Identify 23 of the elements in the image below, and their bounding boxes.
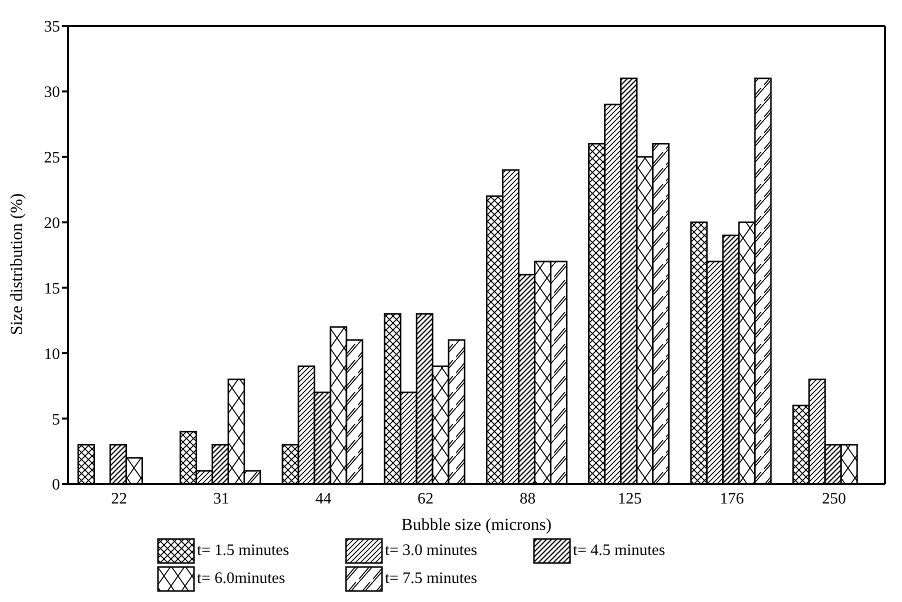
y-axis-title: Size distribution (%) bbox=[7, 193, 26, 335]
y-tick-label: 5 bbox=[52, 411, 60, 428]
y-tick-label: 15 bbox=[44, 280, 60, 298]
legend-label: t= 1.5 minutes bbox=[197, 542, 290, 560]
x-axis-title: Bubble size (microns) bbox=[401, 515, 552, 534]
y-tick-label: 10 bbox=[44, 346, 60, 363]
legend-label: t= 7.5 minutes bbox=[385, 570, 478, 588]
x-tick-label: 22 bbox=[111, 490, 128, 508]
y-tick-label: 20 bbox=[44, 214, 60, 232]
x-tick-label: 250 bbox=[822, 490, 846, 508]
x-tick-label: 44 bbox=[315, 490, 332, 508]
x-tick-label: 31 bbox=[213, 490, 230, 508]
y-tick-label: 0 bbox=[52, 476, 60, 494]
legend-label: t= 6.0minutes bbox=[197, 570, 286, 588]
x-tick-label: 62 bbox=[417, 490, 434, 508]
legend-label: t= 4.5 minutes bbox=[573, 542, 666, 560]
x-tick-label: 176 bbox=[720, 490, 744, 508]
y-tick-label: 35 bbox=[44, 18, 60, 36]
legend-label: t= 3.0 minutes bbox=[385, 542, 478, 560]
x-tick-label: 88 bbox=[520, 490, 536, 508]
y-tick-label: 25 bbox=[44, 150, 60, 167]
x-tick-label: 125 bbox=[618, 490, 642, 508]
y-tick-label: 30 bbox=[44, 84, 60, 102]
